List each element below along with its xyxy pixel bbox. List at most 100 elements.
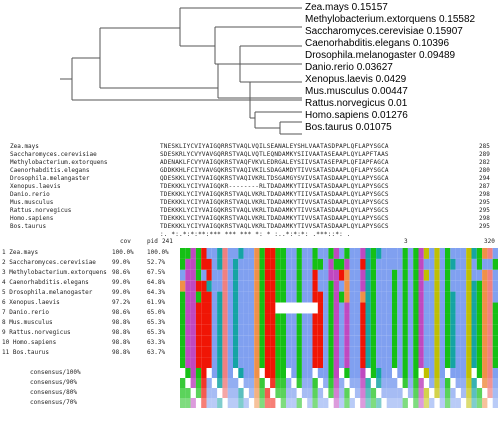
sequence-position: 298 <box>479 215 490 222</box>
residue-cell <box>238 269 244 281</box>
consensus-cell <box>413 398 419 408</box>
residue-cell <box>275 357 281 368</box>
residue-cell <box>301 324 308 336</box>
residue-cell <box>211 280 218 292</box>
residue-cell <box>333 313 339 325</box>
residue-cell <box>381 324 387 336</box>
residue-cell <box>275 248 281 259</box>
sequence-name: Zea.mays <box>10 143 39 150</box>
consensus-cell <box>227 388 233 398</box>
residue-cell <box>259 357 265 368</box>
residue-cell <box>482 269 488 281</box>
residue-cell <box>423 324 430 336</box>
residue-cell <box>227 291 233 303</box>
sequence-name: Danio.rerio <box>10 191 50 198</box>
residue-cell <box>466 335 472 347</box>
residue-cell <box>413 291 419 303</box>
residue-cell <box>339 313 345 325</box>
residue-cell <box>233 324 239 336</box>
clustal-alignment: Zea.mays TNESKLIYCVIYAIGQRRSTVAQLVQILSEAN… <box>10 143 495 239</box>
consensus-cell <box>201 388 207 398</box>
residue-cell <box>413 346 419 358</box>
residue-cell <box>270 302 276 314</box>
residue-cell <box>455 280 461 292</box>
residue-cell <box>397 248 403 259</box>
residue-cell <box>445 335 451 347</box>
residue-cell <box>460 302 467 314</box>
consensus-cell <box>492 368 498 378</box>
sequence-name: Mus.musculus <box>10 199 54 206</box>
consensus-cell <box>439 398 445 408</box>
sequence-name: Drosophila.melangaster <box>10 175 90 182</box>
row-name: 5 Drosophila.melanogaster <box>2 289 93 296</box>
residue-cell <box>312 357 318 368</box>
residue-cell <box>423 269 430 281</box>
residue-cell <box>323 346 329 358</box>
consensus-cell <box>466 378 472 388</box>
residue-cell <box>211 248 218 259</box>
consensus-cell <box>402 398 408 408</box>
row-cov: 99.0% <box>112 279 131 286</box>
residue-cell <box>270 248 276 259</box>
residue-cell <box>370 280 377 292</box>
residue-cell <box>460 346 467 358</box>
consensus-cell <box>429 368 435 378</box>
residue-cell <box>206 248 212 259</box>
residue-cell <box>407 313 414 325</box>
residue-cell <box>360 357 366 368</box>
residue-cell <box>323 280 329 292</box>
residue-cell <box>286 335 292 347</box>
residue-cell <box>397 346 403 358</box>
residue-cell <box>248 335 255 347</box>
consensus-cell <box>238 368 244 378</box>
residue-cell <box>291 280 297 292</box>
residue-cell <box>487 346 493 358</box>
row-cov: 98.8% <box>112 339 131 346</box>
residue-cell <box>180 302 186 314</box>
residue-cell <box>195 280 202 292</box>
residue-cell <box>328 258 334 270</box>
residue-cell <box>339 346 345 358</box>
residue-cell <box>201 258 207 270</box>
residue-cell <box>376 248 382 259</box>
residue-cell <box>339 258 345 270</box>
residue-cell <box>222 280 228 292</box>
residue-cell <box>323 313 329 325</box>
residue-cell <box>270 324 276 336</box>
residue-cell <box>222 269 228 281</box>
residue-cell <box>434 302 440 314</box>
residue-cell <box>439 335 445 347</box>
residue-cell <box>460 280 467 292</box>
residue-cell <box>407 248 414 259</box>
consensus-cell <box>413 378 419 388</box>
sequence-position: 295 <box>479 207 490 214</box>
row-cov: 98.8% <box>112 349 131 356</box>
leaf-label: Methylobacterium.extorquens 0.15582 <box>305 14 476 25</box>
residue-cell <box>259 258 265 270</box>
consensus-cell <box>455 368 461 378</box>
residue-cell <box>280 269 286 281</box>
consensus-cell <box>445 398 451 408</box>
residue-cell <box>455 269 461 281</box>
residue-cell <box>333 302 339 314</box>
residue-cell <box>206 324 212 336</box>
residue-cell <box>248 280 255 292</box>
residue-cell <box>201 302 207 314</box>
residue-cell <box>434 346 440 358</box>
residue-cell <box>445 346 451 358</box>
residue-cell <box>206 357 212 368</box>
residue-cell <box>248 302 255 314</box>
residue-cell <box>360 324 366 336</box>
consensus-cell <box>492 378 498 388</box>
residue-cell <box>476 291 483 303</box>
sequence-position: 289 <box>479 151 490 158</box>
residue-cell <box>423 291 430 303</box>
consensus-cell <box>439 368 445 378</box>
residue-cell <box>392 280 398 292</box>
row-cov: 98.6% <box>112 309 131 316</box>
residue-cell <box>492 313 498 325</box>
residue-cell <box>201 335 207 347</box>
consensus-cell <box>386 378 392 388</box>
residue-cell <box>286 269 292 281</box>
residue-cell <box>254 258 260 270</box>
